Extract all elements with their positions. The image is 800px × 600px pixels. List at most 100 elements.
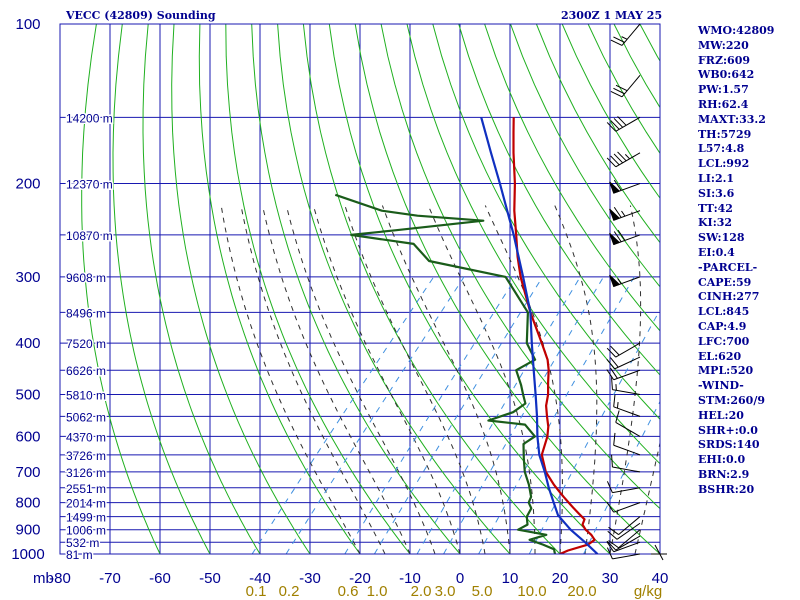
wind-barb (606, 342, 641, 358)
wind-barb (606, 541, 641, 553)
wind-barb (606, 501, 641, 513)
dry-adiabat (277, 24, 511, 554)
index-item: EL:620 (698, 349, 742, 363)
wind-barb-feather (617, 116, 627, 126)
wind-barb-feather (615, 410, 620, 423)
wind-barb-staff (615, 421, 641, 437)
index-item: LI:2.1 (698, 171, 735, 185)
dry-adiabat (535, 24, 660, 244)
height-label: 12370 m (66, 178, 113, 192)
wind-barb-pennant (609, 274, 621, 288)
moist-adiabat (220, 205, 361, 554)
height-label: 3726 m (66, 449, 106, 463)
wind-barb-staff (612, 466, 641, 473)
wind-barb (613, 432, 641, 456)
dry-adiabat (171, 24, 311, 554)
mixing-ratio-label: 0.1 (246, 583, 267, 600)
dry-adiabat (225, 24, 411, 554)
height-label: 81 m (66, 548, 93, 562)
pressure-label: 600 (15, 428, 40, 445)
temperature-tick-label: -10 (399, 570, 421, 587)
wind-barb-staff (614, 356, 641, 370)
temperature-tick-label: -30 (299, 570, 321, 587)
wind-barb-staff (615, 152, 641, 168)
plot-area (60, 24, 660, 554)
mixing-ratio-line (443, 276, 604, 554)
wind-barb-feather (606, 122, 617, 132)
pressure-label: 700 (15, 464, 40, 481)
wind-barb-feather (607, 530, 618, 540)
index-item: BSHR:20 (698, 482, 755, 496)
pressure-label: 100 (15, 16, 40, 33)
wind-barb-feather (606, 157, 617, 168)
mixing-ratio-line (416, 276, 581, 554)
wind-barb-staff (621, 23, 641, 46)
wind-barb-feather (617, 151, 627, 162)
wind-barb (606, 116, 641, 132)
wind-barb-feather (617, 229, 626, 241)
moist-adiabat (484, 205, 563, 554)
index-item: -WIND- (698, 379, 744, 393)
wind-barb (606, 535, 641, 551)
dry-adiabat (510, 24, 660, 288)
mixing-ratio-line (344, 276, 517, 554)
mixing-ratio-label: 3.0 (435, 583, 456, 600)
pressure-label: 900 (15, 522, 40, 539)
wind-barb-feather (613, 153, 624, 164)
wind-barb (609, 274, 641, 288)
wind-barb-pennant (609, 232, 621, 246)
mixing-ratio-label: 0.6 (338, 583, 359, 600)
wind-barb-staff (612, 389, 641, 395)
dry-adiabat (81, 24, 161, 554)
wind-barb-feather (610, 155, 620, 166)
moist-adiabat (381, 205, 511, 554)
index-item: CINH:277 (698, 290, 760, 304)
wind-barb-staff (615, 116, 641, 132)
wind-barb-feather (606, 347, 617, 358)
wind-barb-pennant (609, 181, 621, 194)
index-item: WMO:42809 (698, 24, 775, 37)
height-label: 14200 m (66, 111, 113, 125)
wind-barb-feather (610, 367, 618, 379)
height-label: 10870 m (66, 229, 113, 243)
dry-adiabat (380, 24, 660, 510)
wind-barb-half-feather (621, 210, 626, 217)
wind-barb-feather (606, 547, 613, 560)
wind-barb-feather (606, 481, 613, 493)
index-item: FRZ:609 (698, 53, 751, 67)
mixing-ratio-label: 1.0 (367, 583, 388, 600)
wind-barb-feather (610, 357, 619, 368)
height-label: 6626 m (66, 364, 106, 378)
wind-barb-feather (610, 90, 623, 98)
wind-barb-staff (613, 406, 641, 417)
height-label: 1499 m (66, 511, 106, 525)
mixing-ratio-label: 0.2 (279, 583, 300, 600)
height-label: 9608 m (66, 271, 106, 285)
wind-barb (606, 356, 641, 370)
index-item: MPL:520 (698, 364, 754, 378)
index-item: MW:220 (698, 38, 749, 52)
wind-barb-half-feather (621, 36, 628, 40)
index-item: SI:3.6 (698, 186, 735, 200)
height-label: 5062 m (66, 410, 106, 424)
height-label: 2551 m (66, 482, 106, 496)
valid-time: 2300Z 1 MAY 25 (561, 9, 663, 22)
height-label: 3126 m (66, 466, 106, 480)
wind-barb-feather (613, 87, 625, 95)
pressure-label: 400 (15, 335, 40, 352)
wind-barb-staff (613, 541, 641, 553)
index-item: SHR+:0.0 (698, 423, 758, 437)
wind-barb-feather (606, 358, 616, 370)
wind-barb (608, 516, 641, 535)
wind-barb-feather (613, 394, 616, 407)
height-label: 5810 m (66, 388, 106, 402)
wind-barb (613, 394, 641, 417)
index-item: LCL:845 (698, 305, 750, 319)
index-item: RH:62.4 (698, 97, 749, 111)
height-label: 532 m (66, 536, 99, 550)
wind-barb (608, 529, 641, 549)
wind-barb-staff (612, 553, 641, 560)
wind-barb (606, 481, 641, 494)
index-item: BRN:2.9 (698, 467, 750, 481)
